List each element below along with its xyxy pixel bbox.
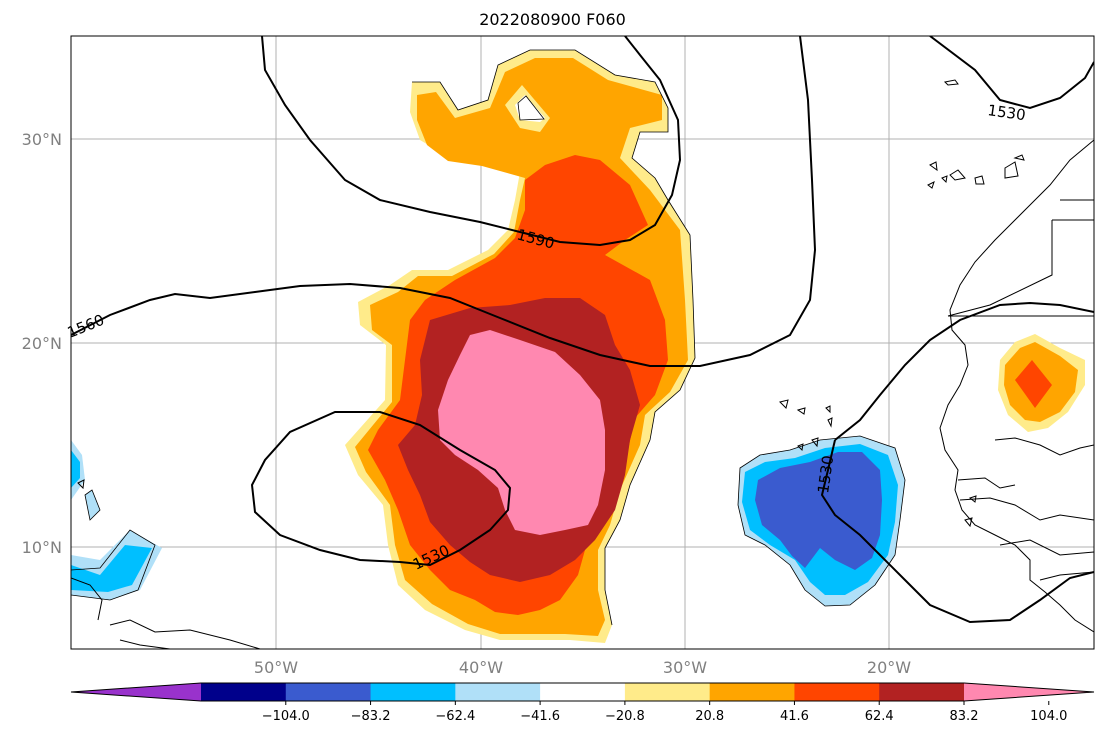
- map-frame: [70, 35, 1095, 650]
- colorbar-segment: [455, 683, 541, 701]
- positive-anomaly-africa: [998, 334, 1085, 432]
- lon-label-40w: 40°W: [459, 658, 503, 677]
- colorbar-segment: [624, 683, 711, 701]
- lat-label-20n: 20°N: [22, 334, 62, 353]
- colorbar-segment: [709, 683, 795, 701]
- colorbar-tick-label: 104.0: [1030, 709, 1067, 724]
- colorbar-segment: [370, 683, 456, 701]
- colorbar-segment: [879, 683, 965, 701]
- colorbar-tick-label: 20.8: [695, 709, 724, 724]
- contour-label-1530-northeast: 1530: [986, 101, 1026, 124]
- colorbar: −104.0 −83.2 −62.4 −41.6 −20.8 20.8 41.6 62.4 83…: [70, 682, 1095, 724]
- chart-title: 2022080900 F060: [479, 10, 626, 29]
- negative-anomaly-field: [737, 435, 906, 607]
- colorbar-tick-label: 62.4: [865, 709, 894, 724]
- coastlines: [71, 79, 1094, 649]
- lat-label-30n: 30°N: [22, 130, 62, 149]
- colorbar-segment: [794, 683, 880, 701]
- lat-label-10n: 10°N: [22, 538, 62, 557]
- colorbar-segment: [285, 683, 372, 701]
- colorbar-tick-label: −20.8: [605, 709, 645, 724]
- colorbar-extend-high: [964, 683, 1094, 701]
- colorbar-tick-label: 83.2: [950, 709, 979, 724]
- lon-label-20w: 20°W: [867, 658, 911, 677]
- colorbar-segment: [540, 683, 626, 701]
- colorbar-segment: [201, 683, 287, 701]
- colorbar-tick-label: 41.6: [780, 709, 809, 724]
- colorbar-tick-label: −104.0: [262, 709, 310, 724]
- colorbar-tick-label: −83.2: [351, 709, 391, 724]
- colorbar-extend-low: [71, 683, 201, 701]
- negative-anomaly-caribbean: [71, 440, 162, 601]
- colorbar-tick-label: −41.6: [520, 709, 560, 724]
- height-contours: [71, 36, 1094, 624]
- lon-label-30w: 30°W: [663, 658, 707, 677]
- contour-label-1530-central: 1530: [814, 454, 837, 494]
- lon-label-50w: 50°W: [254, 658, 298, 677]
- positive-anomaly-field: [345, 49, 696, 643]
- colorbar-tick-label: −62.4: [435, 709, 475, 724]
- colorbar-outline: [70, 682, 1095, 702]
